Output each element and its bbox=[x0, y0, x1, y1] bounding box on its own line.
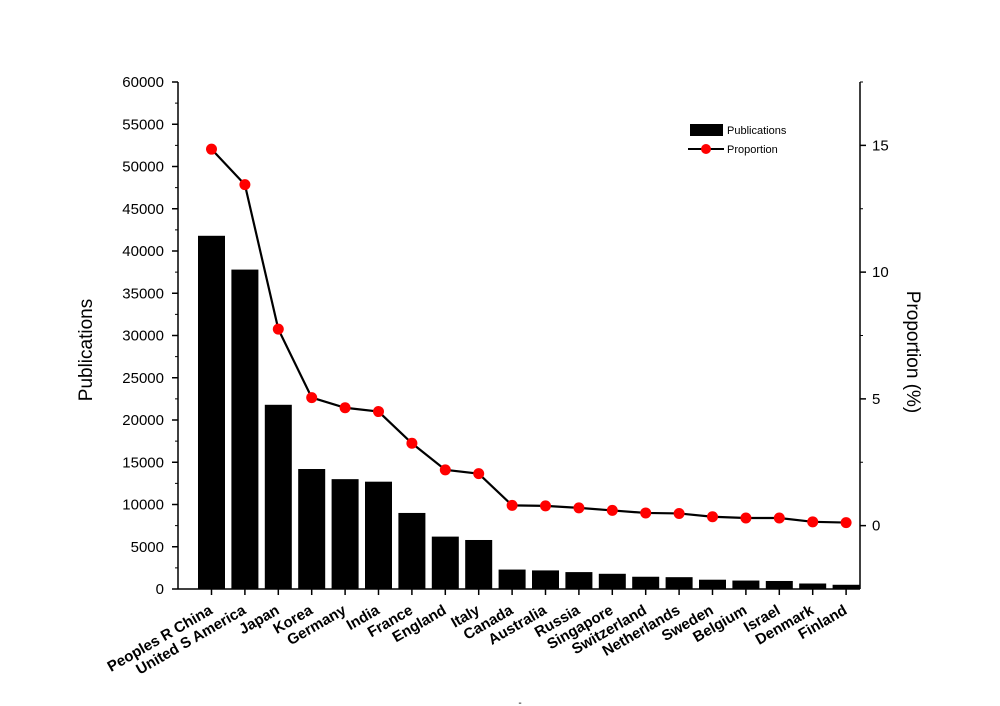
y-tick-label: 40000 bbox=[122, 243, 164, 260]
proportion-point bbox=[606, 504, 618, 516]
bar bbox=[465, 539, 493, 589]
bar bbox=[298, 469, 326, 589]
bar bbox=[632, 576, 660, 589]
bar bbox=[431, 536, 459, 589]
proportion-point bbox=[339, 402, 351, 414]
bar-series bbox=[198, 235, 860, 590]
proportion-point bbox=[306, 392, 318, 404]
y2-tick-label: 10 bbox=[872, 264, 889, 281]
proportion-point bbox=[707, 511, 718, 523]
bar bbox=[598, 573, 626, 589]
bar bbox=[231, 269, 259, 589]
y-tick-label: 20000 bbox=[122, 412, 164, 429]
bar bbox=[264, 404, 292, 589]
footer-mark: - bbox=[518, 698, 521, 706]
proportion-point bbox=[840, 517, 852, 529]
y-tick-label: 5000 bbox=[131, 539, 164, 556]
proportion-point bbox=[573, 502, 585, 514]
y-tick-label: 55000 bbox=[122, 116, 164, 133]
proportion-point bbox=[773, 512, 785, 524]
legend-bar-swatch bbox=[690, 124, 723, 136]
legend-label-proportion: Proportion bbox=[727, 144, 778, 156]
right-y-ticks: 0 5 10 15 bbox=[860, 81, 889, 535]
proportion-point bbox=[540, 500, 551, 512]
legend-marker-swatch bbox=[701, 144, 711, 154]
proportion-point bbox=[740, 512, 752, 524]
bar bbox=[532, 570, 559, 589]
proportion-point bbox=[239, 179, 251, 191]
y-tick-label: 45000 bbox=[122, 201, 164, 218]
y2-tick-label: 0 bbox=[872, 518, 880, 535]
proportion-point bbox=[807, 516, 819, 528]
proportion-point bbox=[673, 507, 685, 519]
bar bbox=[498, 569, 526, 589]
y-tick-label: 0 bbox=[156, 581, 164, 598]
bar bbox=[832, 584, 860, 589]
bar bbox=[699, 579, 726, 589]
proportion-line bbox=[210, 148, 847, 524]
y2-axis-title: Proportion (%) bbox=[902, 291, 923, 414]
y-tick-label: 60000 bbox=[122, 74, 164, 91]
bar bbox=[665, 577, 693, 589]
bar bbox=[331, 479, 359, 589]
proportion-point bbox=[439, 464, 451, 476]
proportion-series bbox=[206, 143, 852, 529]
y2-tick-label: 5 bbox=[872, 391, 880, 408]
proportion-point bbox=[506, 499, 518, 511]
y-tick-label: 30000 bbox=[122, 328, 164, 345]
bar bbox=[799, 583, 827, 589]
y-tick-label: 50000 bbox=[122, 159, 164, 176]
y-tick-label: 10000 bbox=[122, 497, 164, 514]
bar bbox=[398, 512, 426, 589]
y-tick-label: 15000 bbox=[122, 454, 164, 471]
bar bbox=[765, 580, 793, 589]
proportion-point bbox=[272, 323, 284, 335]
y-tick-label: 35000 bbox=[122, 285, 164, 302]
legend-label-publications: Publications bbox=[727, 125, 787, 137]
y-tick-label: 25000 bbox=[122, 370, 164, 387]
left-y-ticks: 0 5000 10000 15000 20000 25000 30000 35000 40000… bbox=[122, 74, 178, 598]
bar bbox=[732, 580, 760, 589]
y-axis-title: Publications bbox=[76, 299, 97, 401]
proportion-point bbox=[640, 507, 652, 519]
proportion-point bbox=[373, 406, 384, 418]
bar bbox=[198, 235, 225, 590]
legend: Publications Proportion bbox=[688, 124, 787, 156]
proportion-point bbox=[206, 143, 217, 155]
bar bbox=[565, 572, 593, 589]
y2-tick-label: 15 bbox=[872, 137, 889, 154]
proportion-point bbox=[406, 437, 418, 449]
bar bbox=[365, 481, 392, 589]
proportion-point bbox=[473, 468, 485, 480]
